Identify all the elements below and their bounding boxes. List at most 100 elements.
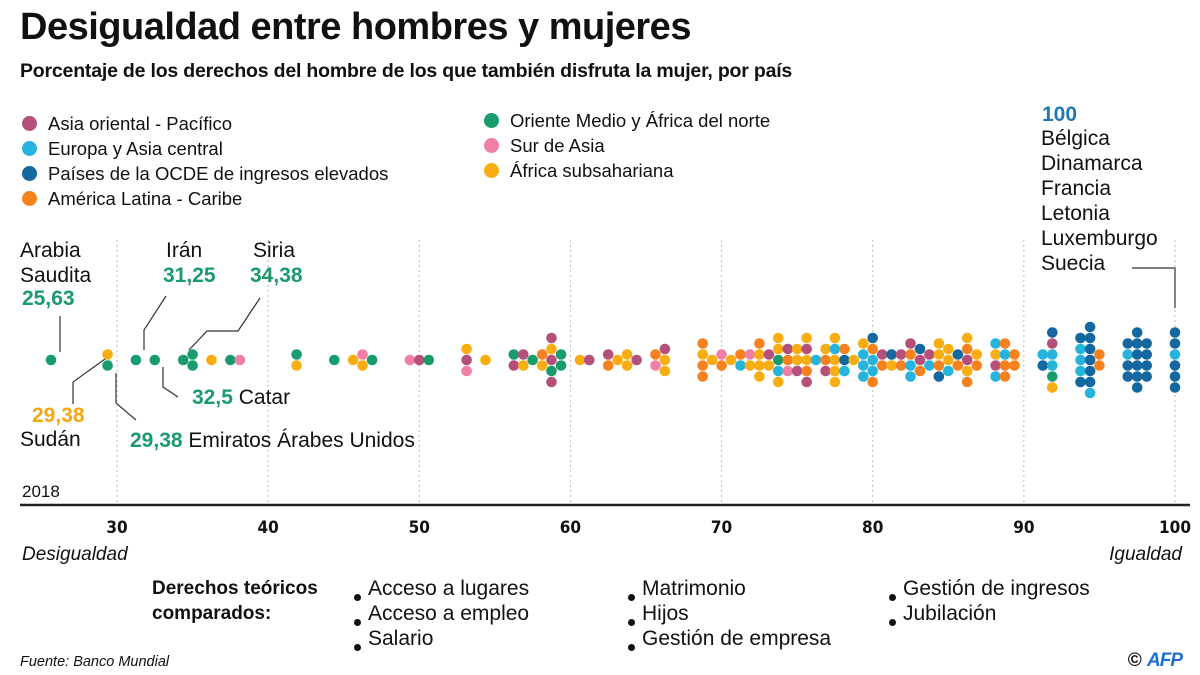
data-point-eap bbox=[782, 343, 794, 355]
data-point-mena bbox=[555, 349, 567, 360]
data-point-ssa bbox=[621, 349, 633, 360]
legend-item-mena: Oriente Medio y África del norte bbox=[484, 108, 770, 133]
label-siria-name: Siria bbox=[253, 239, 296, 262]
data-point-ssa bbox=[357, 360, 368, 371]
data-point-eap bbox=[461, 354, 472, 366]
data-point-eap bbox=[820, 365, 831, 377]
data-point-eca bbox=[905, 360, 916, 371]
data-point-eca bbox=[924, 360, 935, 371]
data-point-oecd bbox=[1169, 360, 1181, 371]
data-point-eca bbox=[867, 354, 878, 366]
data-point-eap bbox=[801, 376, 812, 388]
data-point-mena bbox=[508, 349, 520, 360]
leader-siria bbox=[188, 297, 261, 351]
data-point-mena bbox=[102, 360, 113, 371]
data-point-lac bbox=[602, 360, 614, 371]
leader-top bbox=[1132, 267, 1176, 308]
data-point-eca bbox=[1122, 349, 1134, 360]
data-point-eca bbox=[858, 349, 869, 360]
data-point-sa bbox=[744, 349, 756, 360]
data-point-mena bbox=[187, 349, 198, 360]
right-item: Gestión de ingresos bbox=[889, 576, 1090, 601]
data-point-oecd bbox=[1084, 354, 1096, 366]
data-point-eap bbox=[876, 349, 888, 360]
data-point-oecd bbox=[839, 354, 850, 366]
data-point-lac bbox=[650, 349, 661, 360]
data-point-eca bbox=[1047, 349, 1058, 360]
rights-heading-line: comparados: bbox=[152, 603, 272, 624]
data-point-oecd bbox=[1084, 365, 1096, 377]
data-point-ssa bbox=[848, 354, 860, 366]
data-point-oecd bbox=[1141, 338, 1152, 349]
legend-item-sa: Sur de Asia bbox=[484, 133, 605, 158]
data-point-eap bbox=[518, 349, 529, 360]
data-point-oecd bbox=[1131, 360, 1143, 371]
data-point-ssa bbox=[574, 354, 586, 366]
x-tick-label: 60 bbox=[559, 518, 582, 538]
data-point-ssa bbox=[546, 343, 557, 355]
data-point-ssa bbox=[1047, 382, 1058, 393]
data-point-eca bbox=[839, 365, 850, 377]
data-point-mena bbox=[366, 354, 378, 366]
data-point-oecd bbox=[1169, 327, 1181, 338]
copyright-icon: © bbox=[1127, 650, 1142, 671]
data-point-lac bbox=[716, 360, 727, 371]
data-point-oecd bbox=[1075, 332, 1086, 344]
legend-dot-icon bbox=[484, 113, 499, 128]
data-point-eap bbox=[905, 338, 916, 349]
data-point-eca bbox=[999, 349, 1011, 360]
data-point-ssa bbox=[773, 332, 784, 344]
data-point-lac bbox=[820, 354, 831, 366]
label-top-country: Dinamarca bbox=[1041, 152, 1143, 175]
data-point-ssa bbox=[961, 332, 973, 344]
data-point-sa bbox=[650, 360, 661, 371]
data-point-oecd bbox=[886, 349, 897, 360]
data-point-lac bbox=[536, 349, 548, 360]
data-point-mena bbox=[1047, 371, 1058, 382]
label-catar-value: 32,5 bbox=[192, 386, 233, 409]
label-saudi-name-2: Saudita bbox=[20, 264, 92, 287]
data-point-oecd bbox=[1131, 382, 1143, 393]
leader-iran bbox=[143, 295, 167, 350]
data-point-lac bbox=[914, 365, 926, 377]
data-point-ssa bbox=[347, 354, 359, 366]
data-point-eca bbox=[867, 365, 878, 377]
data-point-oecd bbox=[1075, 376, 1086, 388]
legend-dot-icon bbox=[22, 166, 37, 181]
data-point-ssa bbox=[829, 365, 841, 377]
data-point-sa bbox=[782, 365, 794, 377]
legend-dot-icon bbox=[484, 163, 499, 178]
data-point-mena bbox=[130, 354, 142, 366]
data-point-eap bbox=[914, 354, 926, 366]
data-point-oecd bbox=[867, 332, 878, 344]
data-point-ssa bbox=[659, 354, 671, 366]
label-sudan-value: 29,38 bbox=[32, 404, 85, 427]
legend-item-ssa: África subsahariana bbox=[484, 158, 674, 183]
source-note: Fuente: Banco Mundial bbox=[20, 654, 170, 670]
legend-label: Asia oriental - Pacífico bbox=[48, 113, 233, 134]
data-point-eap bbox=[1047, 338, 1058, 349]
data-point-ssa bbox=[933, 338, 945, 349]
data-point-oecd bbox=[1169, 338, 1181, 349]
right-item: Salario bbox=[354, 626, 433, 651]
data-point-ssa bbox=[659, 365, 671, 377]
data-point-ssa bbox=[773, 376, 784, 388]
data-point-mena bbox=[187, 360, 198, 371]
data-point-lac bbox=[971, 360, 982, 371]
data-point-oecd bbox=[1131, 327, 1143, 338]
data-point-eca bbox=[1037, 349, 1049, 360]
data-point-ssa bbox=[773, 343, 784, 355]
data-point-sa bbox=[716, 349, 727, 360]
rights-heading-line: Derechos teóricos bbox=[152, 578, 318, 599]
data-point-ssa bbox=[518, 360, 529, 371]
data-point-lac bbox=[905, 349, 916, 360]
data-point-ssa bbox=[725, 354, 737, 366]
data-point-mena bbox=[291, 349, 302, 360]
data-point-oecd bbox=[914, 343, 926, 355]
x-tick-label: 80 bbox=[862, 518, 884, 538]
data-point-oecd bbox=[1131, 349, 1143, 360]
label-top-country: Luxemburgo bbox=[1041, 227, 1158, 250]
data-point-lac bbox=[952, 360, 964, 371]
credit: © AFP bbox=[1127, 650, 1183, 672]
data-point-eap bbox=[584, 354, 595, 366]
